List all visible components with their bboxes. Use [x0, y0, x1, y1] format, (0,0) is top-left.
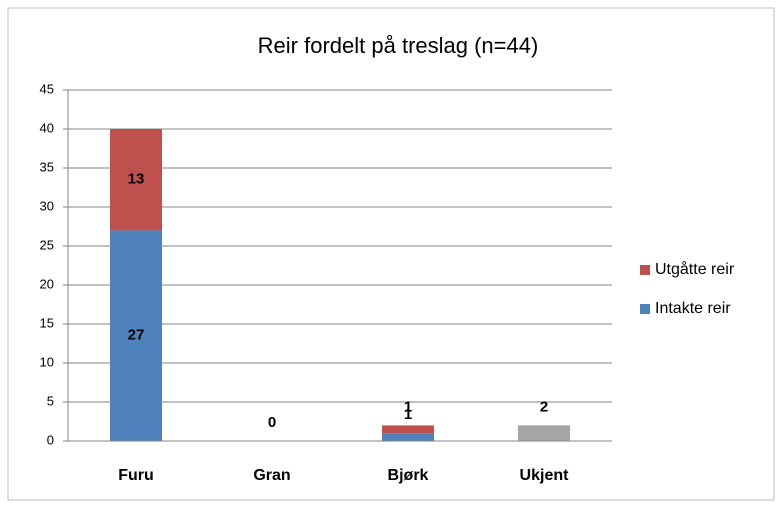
bar-segment: [110, 230, 162, 441]
y-tick-label: 15: [40, 315, 54, 330]
y-tick-label: 40: [40, 120, 54, 135]
x-tick-label: Furu: [118, 467, 154, 484]
chart-title: Reir fordelt på treslag (n=44): [258, 33, 539, 58]
data-label: 0: [268, 414, 276, 431]
x-tick-label: Ukjent: [520, 467, 570, 484]
data-label: 1: [404, 398, 412, 415]
data-label: 13: [128, 171, 145, 188]
bar-segment: [382, 425, 434, 434]
data-label: 27: [128, 327, 145, 344]
y-tick-label: 20: [40, 276, 54, 291]
bar-segment: [382, 433, 434, 441]
legend-label: Intakte reir: [655, 300, 731, 317]
data-label: 2: [540, 398, 548, 415]
legend-swatch: [640, 265, 650, 275]
x-tick-label: Gran: [253, 467, 290, 484]
x-tick-label: Bjørk: [388, 467, 429, 484]
y-tick-label: 30: [40, 198, 54, 213]
y-tick-label: 5: [47, 393, 54, 408]
bar-segment: [110, 129, 162, 231]
y-tick-label: 35: [40, 159, 54, 174]
y-tick-label: 10: [40, 354, 54, 369]
y-tick-label: 25: [40, 237, 54, 252]
legend-label: Utgåtte reir: [655, 260, 735, 278]
y-tick-label: 45: [40, 81, 54, 96]
data-label: 1: [404, 406, 412, 423]
y-tick-label: 0: [47, 432, 54, 447]
bar-segment: [518, 425, 570, 441]
legend-swatch: [640, 304, 650, 314]
